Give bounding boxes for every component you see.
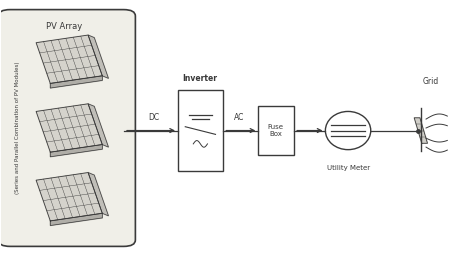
Polygon shape (88, 104, 109, 147)
Text: (Series and Parallel Combination of PV Modules): (Series and Parallel Combination of PV M… (15, 62, 20, 194)
Ellipse shape (325, 111, 371, 150)
Polygon shape (36, 104, 102, 152)
Text: Grid: Grid (423, 77, 439, 86)
Polygon shape (414, 118, 428, 143)
Polygon shape (50, 76, 102, 88)
Bar (178, 90, 223, 171)
Polygon shape (88, 35, 109, 78)
Polygon shape (36, 35, 102, 83)
Text: Inverter: Inverter (182, 74, 218, 83)
Bar (258, 106, 294, 155)
Text: Fuse
Box: Fuse Box (268, 124, 284, 137)
Text: DC: DC (149, 113, 160, 122)
Polygon shape (36, 173, 102, 221)
Text: AC: AC (234, 113, 245, 122)
Polygon shape (50, 145, 102, 157)
FancyBboxPatch shape (0, 10, 136, 246)
Text: PV Array: PV Array (46, 22, 82, 31)
Polygon shape (50, 213, 102, 226)
Text: Utility Meter: Utility Meter (327, 165, 370, 171)
Polygon shape (88, 173, 109, 216)
